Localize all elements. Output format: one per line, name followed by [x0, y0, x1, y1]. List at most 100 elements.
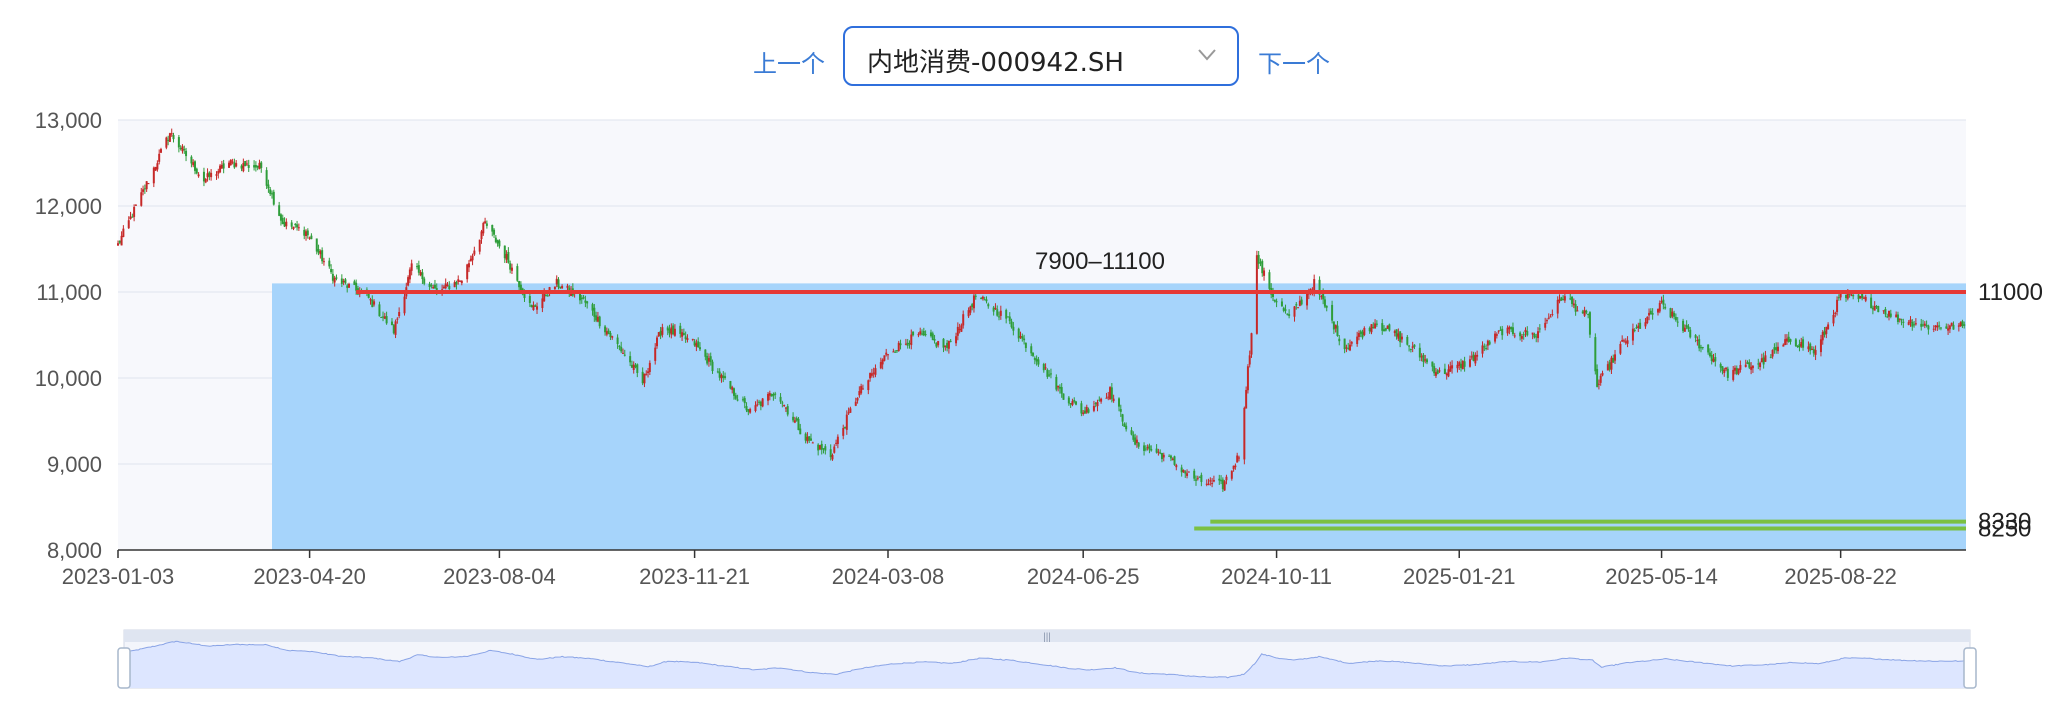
candle-body — [1787, 336, 1790, 342]
candle-body — [1012, 326, 1015, 331]
candle-body — [1744, 364, 1747, 367]
candle-body — [749, 409, 752, 413]
candle-body — [716, 371, 719, 373]
candle-body — [1610, 357, 1613, 370]
candle-body — [185, 150, 188, 157]
candle-body — [609, 332, 612, 338]
candle-body — [1823, 331, 1826, 335]
candle-body — [195, 168, 198, 174]
candle-body — [657, 332, 660, 337]
candle-body — [1322, 293, 1325, 300]
candle-body — [810, 438, 812, 441]
candle-body — [1010, 321, 1013, 328]
candle-body — [854, 401, 857, 406]
datazoom-slider[interactable]: ||| — [117, 629, 1977, 689]
candle-body — [367, 291, 370, 298]
candle-body — [1873, 305, 1876, 311]
candle-body — [1422, 354, 1425, 362]
candle-body — [1236, 455, 1239, 463]
candle-body — [228, 162, 231, 168]
candle-body — [1032, 352, 1035, 356]
candle-body — [1957, 325, 1960, 327]
datazoom-grip-icon[interactable]: ||| — [1043, 632, 1051, 643]
candle-body — [792, 416, 795, 421]
candle-body — [1862, 297, 1865, 299]
candle-body — [559, 286, 562, 289]
candle-body — [1359, 331, 1362, 334]
candle-body — [1060, 387, 1063, 394]
candle-body — [1658, 302, 1661, 312]
candle-body — [494, 237, 497, 243]
previous-button[interactable]: 上一个 — [753, 50, 825, 78]
candle-body — [1395, 329, 1398, 337]
index-select[interactable]: 内地消费-000942.SH — [843, 26, 1239, 86]
datazoom-right-handle[interactable] — [1963, 647, 1977, 689]
candle-body — [1535, 336, 1538, 338]
candle-body — [1160, 452, 1163, 460]
candle-body — [1357, 333, 1360, 337]
candle-body — [1895, 314, 1898, 318]
candle-body — [1725, 367, 1728, 370]
candle-body — [1049, 373, 1052, 375]
candle-body — [1909, 319, 1912, 323]
candle-body — [254, 165, 257, 168]
candle-body — [811, 442, 814, 444]
candle-body — [493, 229, 496, 235]
candle-body — [140, 192, 143, 206]
datazoom-left-handle[interactable] — [117, 647, 131, 689]
candle-body — [278, 205, 281, 216]
candle-body — [1544, 322, 1547, 328]
candle-body — [981, 296, 984, 299]
candle-body — [1119, 409, 1122, 412]
candle-body — [1458, 362, 1461, 366]
candle-body — [1306, 292, 1309, 306]
candle-body — [1132, 434, 1135, 440]
candle-body — [761, 398, 764, 407]
candle-body — [1637, 325, 1640, 329]
candle-body — [1558, 299, 1561, 302]
candle-body — [1121, 414, 1124, 422]
next-button[interactable]: 下一个 — [1258, 50, 1330, 78]
candle-body — [1522, 334, 1525, 336]
candle-body — [1374, 323, 1377, 329]
candle-body — [659, 330, 662, 336]
candle-body — [396, 318, 399, 320]
candle-body — [1735, 367, 1738, 375]
x-tick-label: 2025-08-22 — [1784, 564, 1897, 589]
candle-body — [1205, 483, 1208, 485]
candle-body — [1699, 347, 1702, 349]
candle-body — [1900, 319, 1903, 321]
candle-body — [340, 278, 343, 284]
candle-body — [632, 364, 635, 370]
candle-body — [722, 375, 725, 378]
candle-body — [1562, 299, 1565, 301]
candle-body — [1927, 325, 1930, 330]
candle-body — [283, 222, 286, 227]
candle-body — [1196, 478, 1199, 480]
candle-body — [944, 345, 947, 347]
candle-body — [783, 405, 786, 407]
candle-body — [346, 285, 349, 288]
candle-body — [455, 281, 458, 285]
candle-body — [292, 226, 295, 230]
candle-body — [181, 146, 184, 152]
candle-body — [1443, 368, 1446, 375]
candle-body — [208, 172, 211, 177]
candle-body — [1782, 344, 1785, 347]
candle-body — [1195, 479, 1197, 481]
candle-body — [177, 137, 180, 148]
candle-body — [1938, 325, 1941, 327]
candle-body — [1331, 304, 1334, 321]
candle-body — [127, 220, 130, 229]
candle-body — [210, 172, 213, 178]
candle-body — [428, 283, 431, 287]
candle-body — [1193, 470, 1196, 479]
candle-body — [1771, 349, 1774, 357]
candle-body — [460, 280, 463, 284]
candle-body — [1959, 322, 1962, 327]
candle-body — [471, 255, 474, 261]
candle-body — [566, 285, 569, 288]
candle-body — [510, 267, 513, 271]
candle-body — [1852, 294, 1855, 297]
candle-body — [1282, 307, 1285, 311]
